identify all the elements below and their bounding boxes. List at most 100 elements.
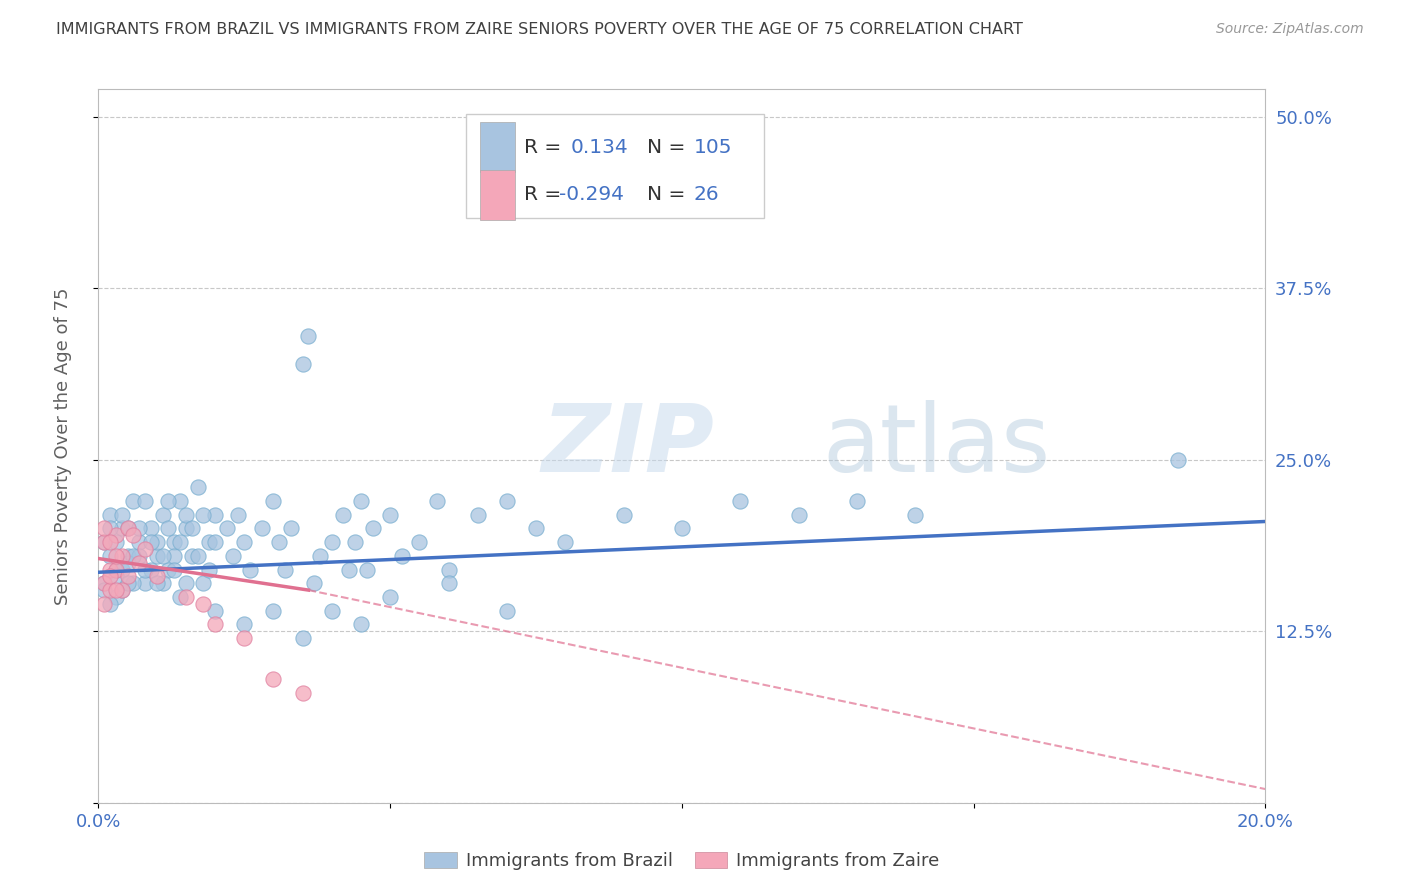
Point: [128, 521, 150, 535]
Point: [98, 549, 121, 563]
Point: [128, 549, 150, 563]
Point: [187, 480, 209, 494]
Point: [163, 562, 186, 576]
Point: [291, 631, 314, 645]
Point: [98, 597, 121, 611]
Point: [104, 583, 127, 598]
Point: [117, 521, 139, 535]
Point: [437, 576, 460, 591]
Text: N =: N =: [647, 137, 685, 157]
Point: [98, 535, 121, 549]
Bar: [479, 122, 515, 172]
Point: [228, 508, 250, 522]
Point: [146, 576, 169, 591]
Point: [350, 494, 373, 508]
Point: [98, 569, 121, 583]
Point: [233, 617, 256, 632]
Point: [111, 583, 134, 598]
Point: [904, 508, 927, 522]
Point: [134, 562, 156, 576]
Point: [157, 562, 180, 576]
Point: [111, 508, 134, 522]
Point: [262, 494, 284, 508]
Point: [291, 686, 314, 700]
Point: [378, 590, 402, 604]
Point: [321, 535, 343, 549]
Point: [128, 535, 150, 549]
Point: [524, 521, 547, 535]
Point: [122, 494, 145, 508]
Point: [845, 494, 868, 508]
Point: [361, 521, 384, 535]
Point: [408, 535, 430, 549]
Point: [122, 549, 145, 563]
Point: [1167, 452, 1189, 467]
Point: [157, 494, 180, 508]
Text: N =: N =: [647, 186, 685, 204]
Point: [111, 583, 134, 598]
Point: [152, 508, 174, 522]
Point: [117, 521, 139, 535]
Text: 26: 26: [693, 186, 720, 204]
Point: [104, 535, 127, 549]
Point: [122, 528, 145, 542]
Point: [152, 549, 174, 563]
Point: [180, 521, 202, 535]
Point: [250, 521, 273, 535]
Text: -0.294: -0.294: [560, 186, 624, 204]
Point: [291, 357, 314, 371]
Point: [198, 535, 221, 549]
Point: [309, 549, 332, 563]
Point: [134, 541, 156, 556]
Point: [139, 562, 162, 576]
Point: [728, 494, 751, 508]
Point: [104, 562, 127, 576]
Point: [93, 535, 115, 549]
Point: [104, 590, 127, 604]
Point: [98, 562, 121, 576]
Point: [139, 535, 162, 549]
Point: [128, 556, 150, 570]
Point: [104, 549, 127, 563]
Text: R =: R =: [524, 186, 561, 204]
Point: [111, 562, 134, 576]
Point: [239, 562, 262, 576]
Point: [104, 562, 127, 576]
Text: atlas: atlas: [823, 400, 1050, 492]
Point: [437, 562, 460, 576]
Point: [495, 494, 517, 508]
Point: [146, 569, 169, 583]
Point: [198, 562, 221, 576]
Point: [174, 508, 197, 522]
Point: [93, 597, 115, 611]
Point: [391, 549, 413, 563]
Text: R =: R =: [524, 137, 561, 157]
Point: [221, 549, 243, 563]
Point: [117, 569, 139, 583]
Point: [321, 604, 343, 618]
Point: [193, 508, 215, 522]
Point: [332, 508, 354, 522]
Point: [193, 597, 215, 611]
Bar: [479, 169, 515, 219]
Point: [204, 508, 226, 522]
Point: [356, 562, 378, 576]
Point: [671, 521, 693, 535]
Point: [204, 617, 226, 632]
Point: [169, 494, 191, 508]
Point: [98, 583, 121, 598]
Point: [93, 521, 115, 535]
Point: [233, 631, 256, 645]
Point: [134, 494, 156, 508]
Text: IMMIGRANTS FROM BRAZIL VS IMMIGRANTS FROM ZAIRE SENIORS POVERTY OVER THE AGE OF : IMMIGRANTS FROM BRAZIL VS IMMIGRANTS FRO…: [56, 22, 1024, 37]
Text: 0.134: 0.134: [571, 137, 628, 157]
Point: [169, 590, 191, 604]
Point: [495, 604, 517, 618]
Y-axis label: Seniors Poverty Over the Age of 75: Seniors Poverty Over the Age of 75: [53, 287, 72, 605]
Point: [117, 556, 139, 570]
Point: [554, 535, 576, 549]
Point: [280, 521, 302, 535]
Point: [350, 617, 373, 632]
Point: [117, 576, 139, 591]
Point: [269, 535, 291, 549]
